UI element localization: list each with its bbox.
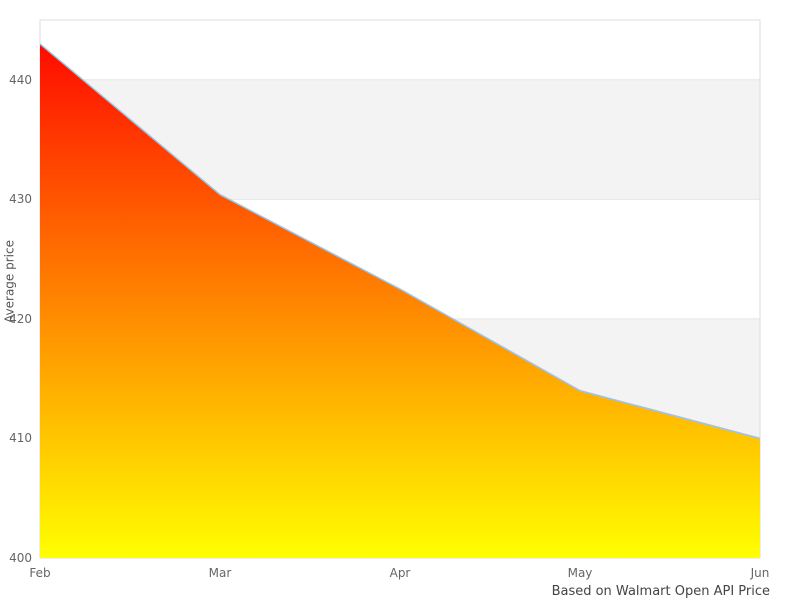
area-fill: [40, 43, 760, 558]
price-line: [39, 43, 761, 440]
x-axis-tick-label: Mar: [208, 566, 232, 580]
y-axis-tick-label: 430: [9, 192, 32, 207]
x-axis-tick-label: Jun: [750, 566, 770, 580]
y-axis-tick-label: 410: [9, 431, 32, 446]
x-axis-tick-label: Apr: [389, 566, 411, 580]
x-axis-tick-label: May: [567, 566, 593, 580]
chart-caption: Based on Walmart Open API Price: [551, 584, 770, 599]
x-axis-tick-label: Feb: [29, 566, 51, 580]
y-axis-tick-label: 420: [9, 311, 32, 326]
y-axis-tick-label: 440: [9, 72, 32, 87]
y-axis-tick-label: 400: [9, 551, 32, 565]
